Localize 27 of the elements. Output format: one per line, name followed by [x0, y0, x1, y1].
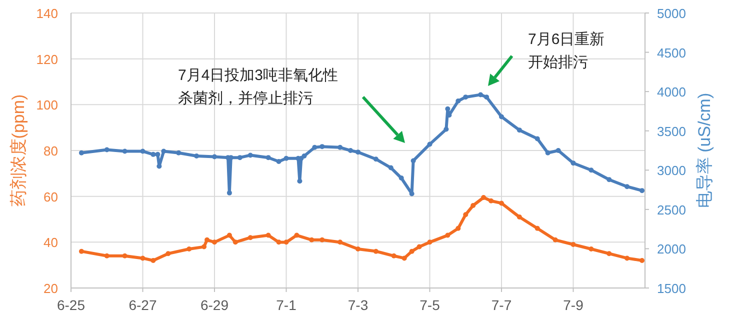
x-tick-label: 6-25 — [56, 297, 86, 313]
y-tick-label: 60 — [44, 189, 58, 204]
x-tick-label: 7-9 — [563, 297, 584, 313]
y-tick-label: 140 — [36, 6, 58, 21]
y2-tick-label: 2000 — [657, 242, 686, 257]
x-tick-label: 7-3 — [348, 297, 368, 313]
x-tick-label: 7-1 — [276, 297, 297, 313]
y-axis-title: 药剂浓度(ppm) — [9, 94, 28, 207]
y-tick-label: 100 — [36, 98, 58, 113]
y2-tick-label: 2500 — [657, 202, 686, 218]
y-tick-label: 40 — [44, 235, 58, 250]
y-tick-label: 80 — [44, 144, 58, 158]
y2-tick-label: 4500 — [657, 45, 686, 60]
y2-tick-label: 3500 — [657, 124, 686, 139]
y-tick-label: 120 — [36, 52, 58, 67]
x-tick-label: 6-27 — [128, 297, 157, 313]
y2-tick-label: 3000 — [657, 163, 686, 178]
y2-tick-label: 1500 — [657, 281, 686, 296]
y2-axis-title: 电导率 (uS/cm) — [695, 92, 714, 208]
annotation: 7月4日投加3吨非氧化性杀菌剂，并停止排污 — [178, 67, 338, 107]
x-tick-label: 7-7 — [491, 297, 512, 313]
annotation: 7月6日重新开始排污 — [528, 31, 605, 71]
x-tick-label: 6-29 — [200, 297, 229, 313]
x-tick-label: 7-5 — [420, 297, 440, 313]
y-tick-label: 20 — [44, 281, 58, 296]
y2-tick-label: 4000 — [657, 84, 686, 100]
y2-tick-label: 5000 — [657, 6, 686, 21]
